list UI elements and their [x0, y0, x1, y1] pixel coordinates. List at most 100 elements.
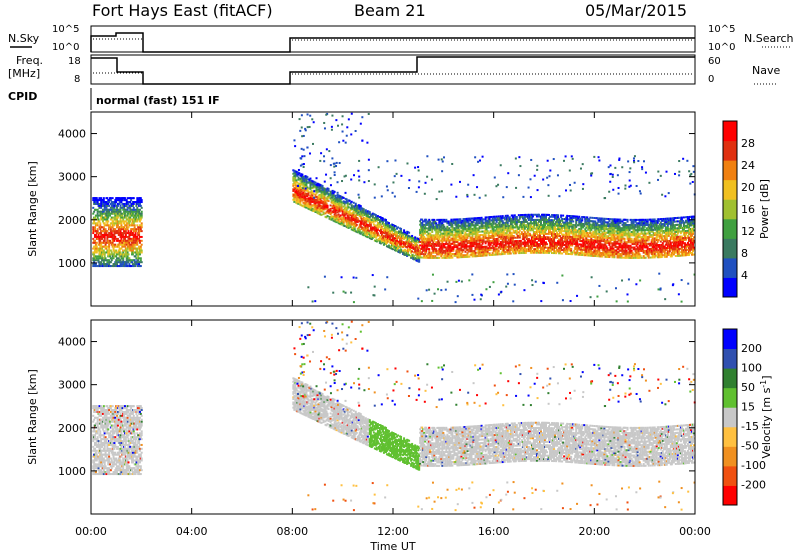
power-cell — [474, 237, 477, 240]
power-cell — [366, 220, 369, 223]
power-cell — [309, 203, 312, 206]
power-cell — [385, 226, 388, 229]
power-cell — [295, 189, 298, 192]
power-cell — [309, 186, 312, 189]
power-cell — [554, 229, 557, 232]
power-cell — [128, 241, 131, 244]
power-cell — [385, 233, 388, 236]
power-cell — [123, 212, 126, 215]
power-cell — [458, 228, 461, 231]
power-cell — [516, 219, 519, 222]
power-cell — [498, 246, 501, 249]
power-cell — [432, 248, 435, 251]
power-cell — [358, 204, 361, 207]
power-cell — [532, 230, 535, 233]
power-cell — [301, 189, 304, 192]
power-cell — [580, 231, 583, 234]
power-cell — [538, 218, 541, 221]
power-cell — [299, 183, 302, 186]
power-cell — [526, 213, 529, 216]
power-cell — [482, 254, 485, 257]
power-cell — [532, 251, 535, 254]
power-cell — [558, 222, 561, 225]
power-cell — [496, 217, 499, 220]
power-cell — [316, 208, 319, 211]
power-cell — [122, 208, 125, 211]
power-cell — [533, 236, 536, 239]
power-cell — [447, 244, 450, 247]
power-cell — [350, 205, 353, 208]
power-cell — [498, 230, 501, 233]
power-cell — [297, 178, 300, 181]
power-cell — [478, 216, 481, 219]
power-cell — [504, 245, 507, 248]
power-cell — [566, 214, 569, 217]
power-cell — [539, 246, 542, 249]
power-cell — [110, 201, 113, 204]
power-cell — [316, 189, 319, 192]
power-cell — [299, 200, 302, 203]
power-cell — [460, 230, 463, 233]
power-cell — [545, 232, 548, 235]
power-cell — [473, 225, 476, 228]
power-cell — [513, 217, 516, 220]
power-cell — [380, 232, 383, 235]
power-cell — [572, 230, 575, 233]
power-cell — [441, 251, 444, 254]
power-cell — [492, 241, 495, 244]
power-cell — [334, 194, 337, 197]
power-cell — [538, 251, 541, 254]
power-cell — [316, 182, 319, 185]
power-cell — [408, 249, 411, 252]
power-cell — [320, 191, 323, 194]
power-cell — [530, 218, 533, 221]
power-cell — [312, 180, 315, 183]
power-cell — [525, 229, 528, 232]
power-cell — [454, 235, 457, 238]
power-cell — [527, 232, 530, 235]
power-cell — [452, 234, 455, 237]
power-cell — [310, 200, 313, 203]
power-cell — [469, 226, 472, 229]
power-cell — [506, 237, 509, 240]
power-cell — [544, 251, 546, 254]
power-cell — [514, 236, 517, 239]
power-cell — [535, 241, 538, 244]
power-cell — [370, 229, 373, 232]
power-cell — [438, 229, 441, 232]
power-cell — [423, 227, 426, 230]
power-cell — [471, 241, 474, 244]
power-cell — [301, 192, 304, 195]
nave-tick-top: 60 — [708, 56, 721, 67]
power-cell — [357, 230, 360, 233]
power-cell — [301, 197, 304, 200]
power-cell — [523, 246, 526, 249]
power-cell — [411, 234, 414, 237]
power-cell — [563, 247, 566, 250]
power-cell — [480, 244, 483, 247]
power-cell — [423, 256, 426, 259]
power-cell — [479, 251, 482, 254]
power-cell — [325, 188, 328, 191]
power-cell — [437, 244, 440, 247]
power-cell — [416, 252, 419, 255]
power-cell — [489, 248, 492, 251]
power-cell — [140, 199, 143, 202]
power-cell — [446, 229, 449, 232]
power-cell — [574, 248, 577, 251]
power-cell — [434, 227, 437, 230]
power-cell — [559, 243, 562, 246]
power-cell — [559, 223, 562, 226]
power-cell — [494, 225, 497, 228]
power-cell — [539, 231, 542, 234]
power-cell — [525, 220, 528, 223]
power-cell — [550, 250, 553, 253]
power-cell — [555, 234, 558, 237]
power-cell — [438, 253, 441, 256]
power-cell — [481, 230, 484, 233]
power-cell — [542, 229, 545, 232]
power-cell — [375, 230, 378, 233]
power-cell — [575, 251, 578, 254]
power-cell — [584, 252, 587, 255]
power-cell — [434, 229, 437, 232]
